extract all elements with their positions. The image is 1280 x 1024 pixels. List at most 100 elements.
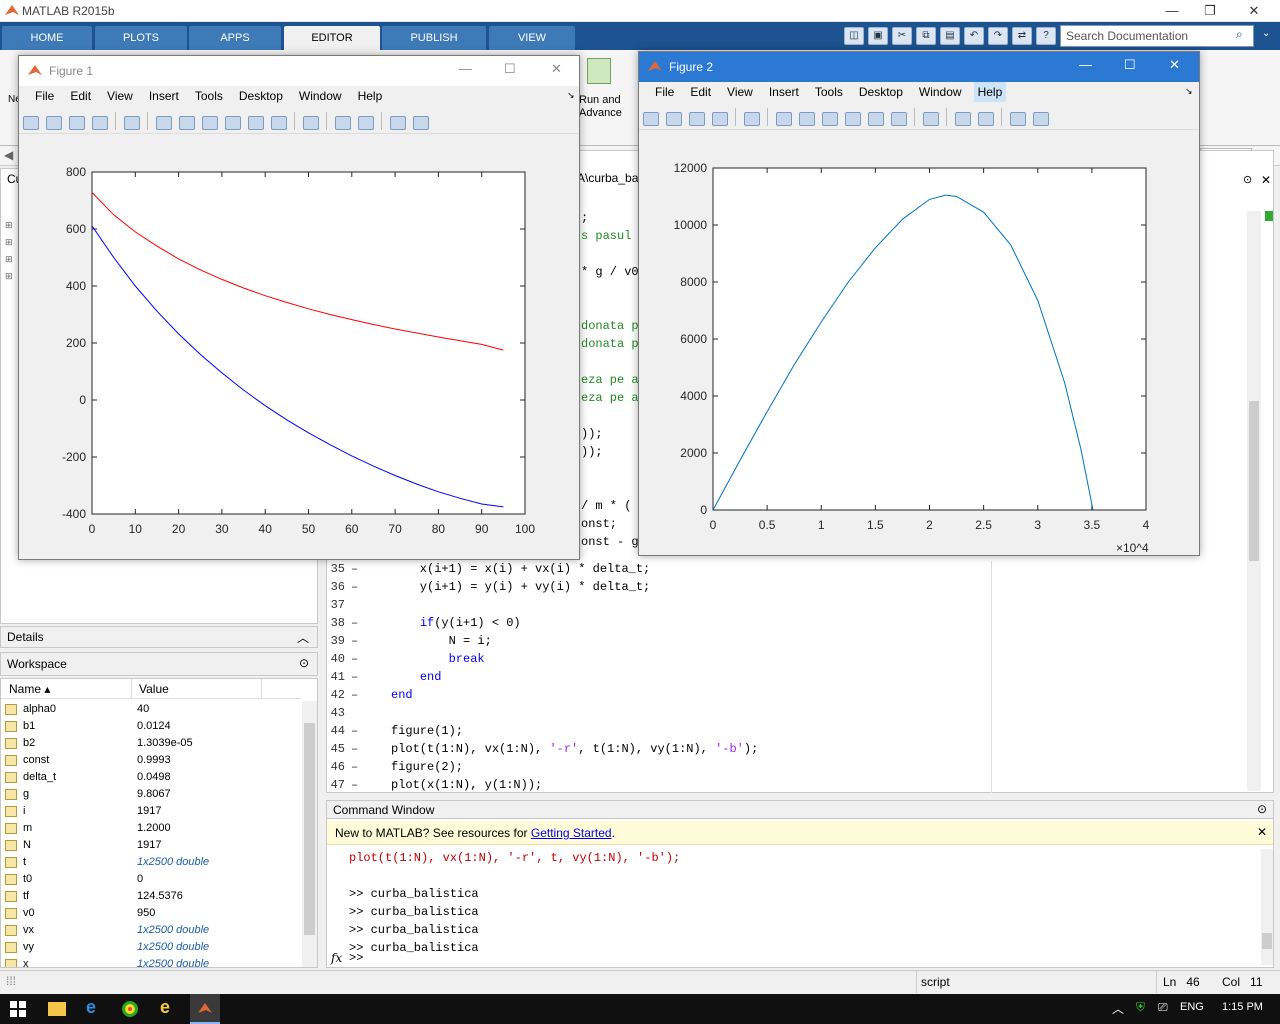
- breakpoint-marker[interactable]: –: [351, 760, 359, 774]
- tree-expanders[interactable]: ⊞ ⊞ ⊞ ⊞: [5, 220, 13, 281]
- minimize-icon[interactable]: —: [1165, 3, 1179, 18]
- data-cursor-icon[interactable]: [248, 116, 264, 130]
- maximize-icon[interactable]: ☐: [504, 61, 516, 76]
- workspace-row[interactable]: N 1917: [1, 837, 301, 854]
- open-icon[interactable]: [46, 116, 62, 130]
- rotate-icon[interactable]: [225, 116, 241, 130]
- close-icon[interactable]: ✕: [1169, 57, 1180, 72]
- minimize-icon[interactable]: —: [459, 61, 472, 76]
- tab-apps[interactable]: APPS: [189, 26, 281, 50]
- workspace-row[interactable]: t 1x2500 double: [1, 854, 301, 871]
- menu-edit[interactable]: Edit: [690, 85, 712, 99]
- breakpoint-marker[interactable]: –: [351, 652, 359, 666]
- matlab-taskbar-button[interactable]: [190, 994, 220, 1024]
- save-icon[interactable]: [689, 112, 705, 126]
- workspace-row[interactable]: b1 0.0124: [1, 718, 301, 735]
- link-plot-icon[interactable]: [923, 112, 939, 126]
- dock-icon[interactable]: ↘: [1185, 86, 1193, 96]
- breakpoint-marker[interactable]: –: [351, 670, 359, 684]
- workspace-row[interactable]: v0 950: [1, 905, 301, 922]
- zoom-out-icon[interactable]: [179, 116, 195, 130]
- language-indicator[interactable]: ENG: [1180, 1001, 1204, 1013]
- value-column-header[interactable]: Value: [139, 682, 169, 696]
- breakpoint-marker[interactable]: –: [351, 634, 359, 648]
- print-icon[interactable]: [92, 116, 108, 130]
- dismiss-icon[interactable]: ✕: [1256, 825, 1267, 839]
- breakpoint-marker[interactable]: –: [351, 724, 359, 738]
- workspace-row[interactable]: alpha0 40: [1, 701, 301, 718]
- menu-tools[interactable]: Tools: [814, 85, 843, 99]
- workspace-row[interactable]: const 0.9993: [1, 752, 301, 769]
- pan-icon[interactable]: [202, 116, 218, 130]
- name-column-header[interactable]: Name ▴: [9, 682, 51, 696]
- link-plot-icon[interactable]: [303, 116, 319, 130]
- run-advance-button[interactable]: Run and Advance: [579, 94, 622, 119]
- copy-icon[interactable]: ⧉: [916, 27, 936, 45]
- workspace-row[interactable]: b2 1.3039e-05: [1, 735, 301, 752]
- menu-help[interactable]: Help: [357, 89, 383, 103]
- shield-icon[interactable]: ⛨: [1136, 1000, 1146, 1014]
- editor-close-icon[interactable]: ✕: [1261, 173, 1272, 187]
- tab-publish[interactable]: PUBLISH: [382, 26, 486, 50]
- tab-view[interactable]: VIEW: [489, 26, 575, 50]
- save-icon[interactable]: ▣: [868, 27, 888, 45]
- legend-icon[interactable]: [978, 112, 994, 126]
- editor-scrollbar[interactable]: [1247, 211, 1261, 791]
- editor-menu-icon[interactable]: ⊙: [1243, 174, 1253, 186]
- legend-icon[interactable]: [358, 116, 374, 130]
- search-icon[interactable]: ⌕: [1236, 27, 1243, 41]
- workspace-row[interactable]: vx 1x2500 double: [1, 922, 301, 939]
- workspace-scrollbar[interactable]: [302, 701, 317, 967]
- redo-icon[interactable]: ↷: [988, 27, 1008, 45]
- file-explorer-icon[interactable]: [48, 1002, 66, 1016]
- menu-edit[interactable]: Edit: [70, 89, 92, 103]
- open-icon[interactable]: [666, 112, 682, 126]
- breakpoint-marker[interactable]: –: [351, 688, 359, 702]
- workspace-row[interactable]: t0 0: [1, 871, 301, 888]
- show-tools-icon[interactable]: [413, 116, 429, 130]
- new-figure-icon[interactable]: [643, 112, 659, 126]
- switch-window-icon[interactable]: ⇄: [1012, 27, 1032, 45]
- menu-file[interactable]: File: [655, 85, 675, 99]
- workspace-row[interactable]: m 1.2000: [1, 820, 301, 837]
- internet-explorer-icon[interactable]: e: [160, 997, 171, 1017]
- colorbar-icon[interactable]: [955, 112, 971, 126]
- edge-icon[interactable]: e: [86, 997, 97, 1017]
- menu-file[interactable]: File: [35, 89, 55, 103]
- menu-window[interactable]: Window: [298, 89, 342, 103]
- figure-2-window[interactable]: Figure 2 — ☐ ✕ File Edit View Insert Tools De…: [638, 51, 1200, 556]
- windows-start-icon[interactable]: [10, 1001, 26, 1017]
- pointer-icon[interactable]: [124, 116, 140, 130]
- network-icon[interactable]: ⎚: [1158, 1000, 1168, 1014]
- close-icon[interactable]: ✕: [1248, 3, 1260, 18]
- restore-icon[interactable]: ❐: [1204, 3, 1216, 18]
- menu-tools[interactable]: Tools: [194, 89, 223, 103]
- close-icon[interactable]: ✕: [551, 61, 562, 76]
- toolbar-icon-1[interactable]: ◫: [844, 27, 864, 45]
- pan-icon[interactable]: [822, 112, 838, 126]
- fx-icon[interactable]: fx: [331, 951, 343, 965]
- tab-plots[interactable]: PLOTS: [95, 26, 187, 50]
- run-advance-icon[interactable]: [587, 58, 611, 84]
- menu-window[interactable]: Window: [918, 85, 962, 99]
- hide-tools-icon[interactable]: [390, 116, 406, 130]
- breakpoint-marker[interactable]: –: [351, 562, 359, 576]
- back-icon[interactable]: ◀: [4, 148, 14, 162]
- chrome-icon[interactable]: [122, 1001, 138, 1017]
- breakpoint-marker[interactable]: –: [351, 616, 359, 630]
- menu-insert[interactable]: Insert: [148, 89, 179, 103]
- menu-view[interactable]: View: [727, 85, 753, 99]
- workspace-row[interactable]: g 9.8067: [1, 786, 301, 803]
- menu-desktop[interactable]: Desktop: [858, 85, 903, 99]
- brush-icon[interactable]: [271, 116, 287, 130]
- save-icon[interactable]: [69, 116, 85, 130]
- help-icon[interactable]: ?: [1036, 27, 1056, 45]
- zoom-in-icon[interactable]: [776, 112, 792, 126]
- print-icon[interactable]: [712, 112, 728, 126]
- data-cursor-icon[interactable]: [868, 112, 884, 126]
- menu-insert[interactable]: Insert: [768, 85, 799, 99]
- menu-view[interactable]: View: [107, 89, 133, 103]
- hide-tools-icon[interactable]: [1010, 112, 1026, 126]
- pointer-icon[interactable]: [744, 112, 760, 126]
- new-button-label[interactable]: Ne: [8, 94, 21, 105]
